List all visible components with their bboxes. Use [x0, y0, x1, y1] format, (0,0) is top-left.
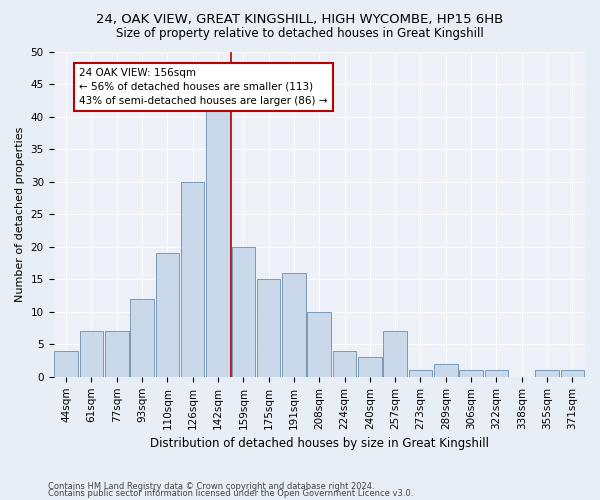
Bar	[307, 312, 331, 377]
Text: 24, OAK VIEW, GREAT KINGSHILL, HIGH WYCOMBE, HP15 6HB: 24, OAK VIEW, GREAT KINGSHILL, HIGH WYCO…	[97, 12, 503, 26]
Bar	[181, 182, 205, 377]
Bar	[333, 351, 356, 377]
Bar	[358, 358, 382, 377]
Bar	[485, 370, 508, 377]
Bar	[460, 370, 483, 377]
Bar	[434, 364, 458, 377]
X-axis label: Distribution of detached houses by size in Great Kingshill: Distribution of detached houses by size …	[150, 437, 489, 450]
Bar	[130, 298, 154, 377]
Text: Contains HM Land Registry data © Crown copyright and database right 2024.: Contains HM Land Registry data © Crown c…	[48, 482, 374, 491]
Y-axis label: Number of detached properties: Number of detached properties	[15, 126, 25, 302]
Bar	[232, 246, 255, 377]
Bar	[80, 332, 103, 377]
Bar	[206, 104, 230, 377]
Bar	[535, 370, 559, 377]
Bar	[55, 351, 78, 377]
Bar	[560, 370, 584, 377]
Bar	[383, 332, 407, 377]
Bar	[155, 253, 179, 377]
Bar	[257, 279, 280, 377]
Bar	[282, 272, 306, 377]
Text: Size of property relative to detached houses in Great Kingshill: Size of property relative to detached ho…	[116, 28, 484, 40]
Text: 24 OAK VIEW: 156sqm
← 56% of detached houses are smaller (113)
43% of semi-detac: 24 OAK VIEW: 156sqm ← 56% of detached ho…	[79, 68, 328, 106]
Bar	[105, 332, 128, 377]
Text: Contains public sector information licensed under the Open Government Licence v3: Contains public sector information licen…	[48, 490, 413, 498]
Bar	[409, 370, 432, 377]
